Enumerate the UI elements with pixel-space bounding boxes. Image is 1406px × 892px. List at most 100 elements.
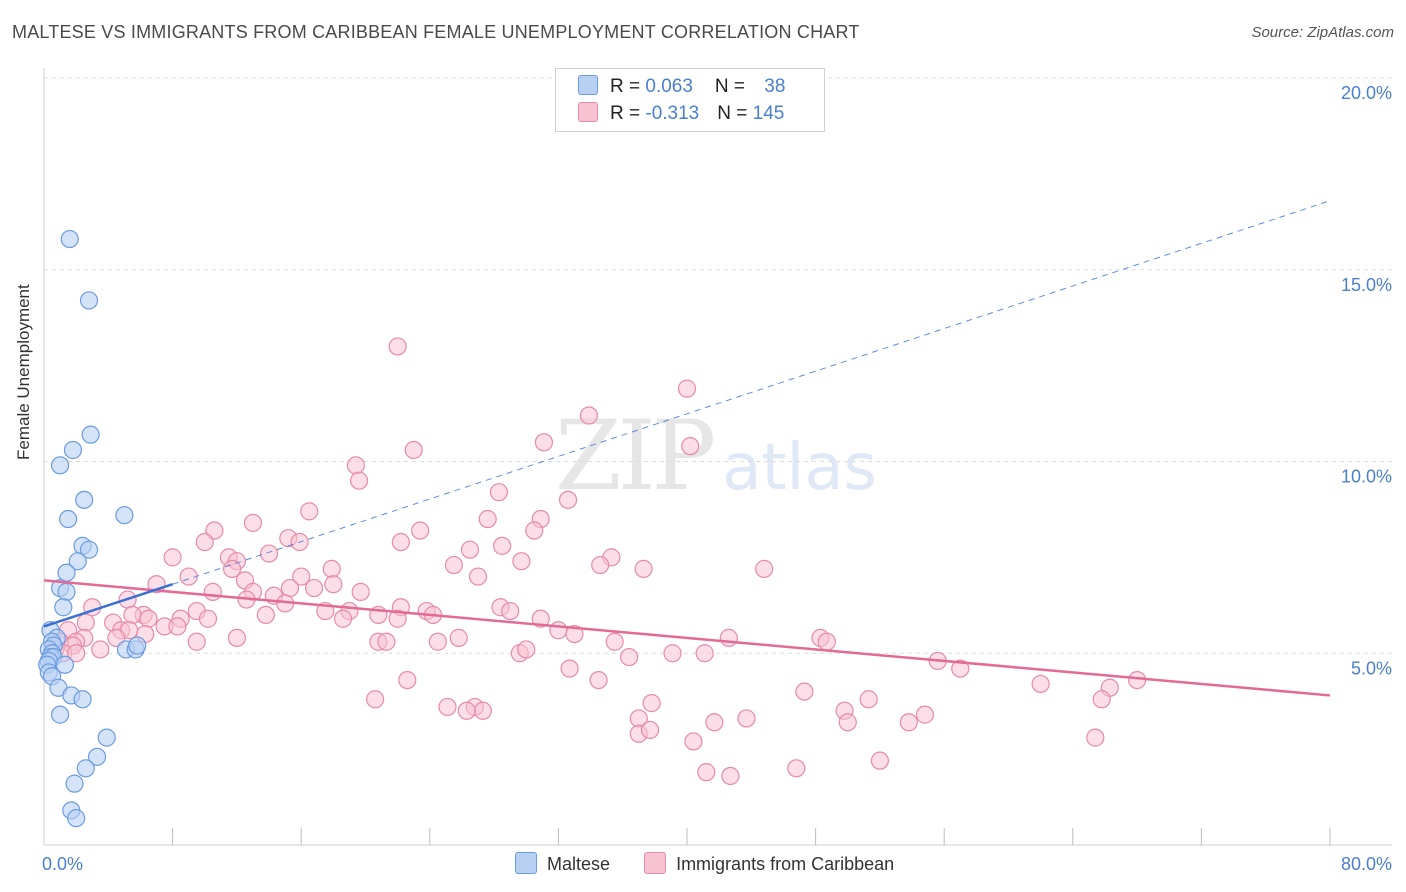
data-point-caribbean [304,578,324,598]
data-point-caribbean [449,628,468,648]
data-point-caribbean [642,694,661,713]
data-point-caribbean [398,670,417,690]
tick-labels: 5.0% 10.0% 15.0% 20.0% 0.0% 80.0% [42,83,1392,874]
data-point-caribbean [721,766,740,786]
legend-n-label: N = [714,76,751,97]
data-point-caribbean [457,701,476,720]
data-point-maltese [60,229,79,249]
data-point-caribbean [719,628,738,648]
data-point-caribbean [222,559,242,578]
data-point-caribbean [259,544,279,563]
data-point-caribbean [351,582,370,601]
data-point-maltese [79,540,99,559]
legend-row-caribbean: R = -0.313 N = 145 [578,102,784,126]
data-point-caribbean [501,601,520,621]
data-point-caribbean [256,605,275,625]
data-point-caribbean [795,682,814,701]
source-label: Source: ZipAtlas.com [1251,24,1394,41]
data-point-maltese [67,809,86,828]
data-point-caribbean [677,379,697,398]
data-point-caribbean [565,624,584,644]
data-point-caribbean [460,540,480,559]
series-label-caribbean: Immigrants from Caribbean [676,854,895,874]
data-point-caribbean [684,732,703,751]
legend-swatch-caribbean [578,102,598,122]
x-tick-label: 0.0% [42,854,83,874]
data-point-maltese [57,563,76,582]
y-tick-label: 20.0% [1341,83,1392,103]
stats-legend: R = 0.063 N = 38 R = -0.313 N = 145 [555,68,825,132]
data-point-maltese [87,747,107,766]
y-tick-label: 10.0% [1341,467,1392,487]
data-point-caribbean [549,621,568,640]
data-point-maltese [79,291,99,310]
data-point-caribbean [163,548,182,567]
data-point-caribbean [755,559,774,578]
data-point-maltese [55,655,74,674]
data-point-caribbean [411,521,430,540]
data-point-caribbean [558,490,578,509]
data-point-maltese [115,506,134,525]
maltese-trend-line [43,583,173,628]
data-point-caribbean [705,713,724,732]
data-point-maltese [81,425,100,444]
series-legend: Maltese Immigrants from Caribbean [515,852,894,875]
data-point-caribbean [187,632,206,651]
grid-lines [44,77,1392,654]
legend-r-value: 0.063 [645,76,693,97]
series-swatch-caribbean [644,852,667,874]
caribbean-points [46,337,1147,786]
data-point-caribbean [438,697,457,717]
data-point-caribbean [525,521,544,540]
data-point-caribbean [428,632,447,651]
data-point-caribbean [1086,728,1105,747]
maltese-trend-extension [172,200,1331,585]
data-point-maltese [59,509,78,529]
data-point-caribbean [168,617,187,636]
data-point-caribbean [227,628,246,648]
data-point-maltese [68,552,87,571]
data-point-caribbean [512,552,531,571]
data-point-caribbean [697,763,716,782]
data-point-caribbean [76,613,95,632]
data-point-maltese [54,598,73,617]
data-point-maltese [65,774,84,793]
data-point-caribbean [388,609,407,628]
data-point-maltese [73,690,92,709]
trend-lines [43,200,1331,697]
data-point-caribbean [322,559,341,578]
data-point-caribbean [531,609,550,628]
data-point-caribbean [695,644,714,663]
legend-r-label: R = [610,103,646,124]
data-point-caribbean [579,406,599,425]
legend-r-label: R = [610,76,646,97]
data-point-caribbean [388,337,407,356]
data-point-caribbean [123,605,142,625]
chart-title: MALTESE VS IMMIGRANTS FROM CARIBBEAN FEM… [12,22,860,42]
data-point-caribbean [915,705,935,724]
data-point-caribbean [1031,674,1050,694]
legend-r-value: -0.313 [645,103,700,124]
data-point-caribbean [591,555,610,575]
data-point-caribbean [139,609,158,628]
legend-n-value: 145 [752,103,785,124]
data-point-caribbean [444,555,464,575]
data-point-caribbean [620,647,639,667]
data-point-caribbean [517,640,536,659]
y-tick-label: 5.0% [1351,658,1392,678]
data-point-maltese [75,490,94,509]
data-point-maltese [50,705,70,724]
data-point-maltese [76,759,95,778]
data-point-caribbean [91,640,110,659]
data-point-caribbean [870,751,890,770]
data-point-caribbean [589,670,608,690]
data-point-maltese [57,582,76,601]
legend-row-maltese: R = 0.063 N = 38 [578,75,785,99]
data-point-caribbean [292,567,311,586]
data-point-caribbean [67,644,86,663]
data-point-caribbean [681,437,700,456]
data-point-caribbean [1092,690,1111,709]
legend-swatch-maltese [578,75,598,95]
axes [43,68,1392,846]
